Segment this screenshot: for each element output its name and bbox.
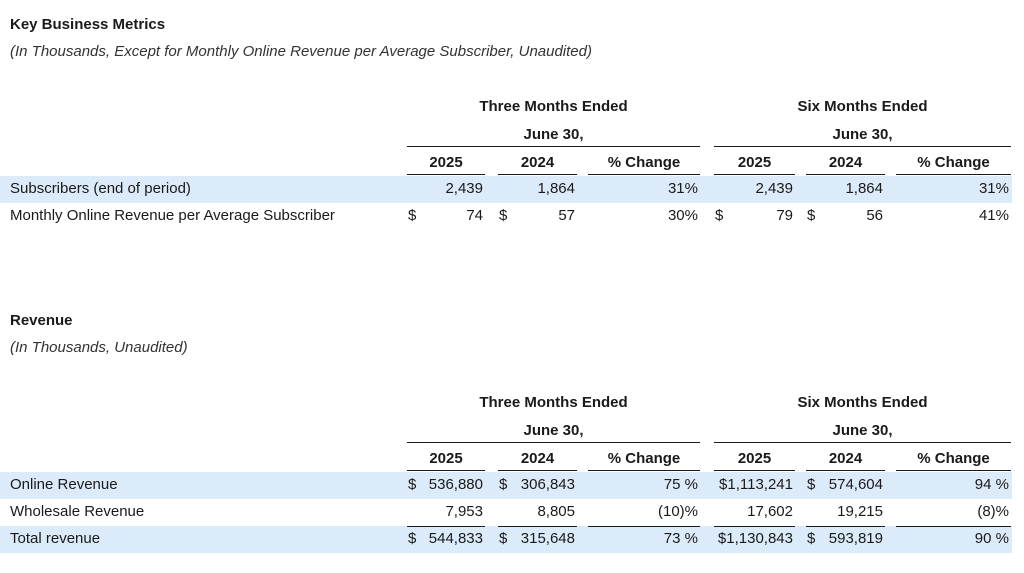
cell-value: 17,602 — [747, 503, 793, 520]
group-rule — [407, 146, 700, 147]
column-header: 2025 — [737, 154, 772, 171]
column-header: 2024 — [520, 450, 555, 467]
cell-value: 90 % — [974, 530, 1009, 547]
column-header-rule — [714, 174, 795, 175]
cell-value: 306,843 — [520, 476, 575, 493]
subtotal-rule — [806, 526, 885, 527]
column-header-rule — [407, 470, 485, 471]
column-header: 2024 — [520, 154, 555, 171]
cell-value: $1,113,241 — [719, 476, 793, 493]
row-label: Online Revenue — [10, 476, 118, 493]
row-label: Total revenue — [10, 530, 101, 547]
column-header-rule — [588, 174, 700, 175]
cell-value: 75 % — [663, 476, 698, 493]
row-label: Wholesale Revenue — [10, 503, 145, 520]
cell-value: 56 — [866, 207, 883, 224]
row-label: Subscribers (end of period) — [10, 180, 191, 197]
group-rule — [714, 442, 1011, 443]
cell-value: 536,880 — [428, 476, 483, 493]
cell-value: 1,864 — [537, 180, 575, 197]
cell-value: 41% — [978, 207, 1009, 224]
column-header-rule — [806, 470, 885, 471]
cell-value: 31% — [667, 180, 698, 197]
column-header-rule — [896, 470, 1011, 471]
group-header-six-months: Six Months Ended — [797, 394, 928, 411]
currency-symbol: $ — [408, 207, 417, 224]
currency-symbol: $ — [807, 476, 816, 493]
subtotal-rule — [714, 526, 795, 527]
group-header-six-months: Six Months Ended — [797, 98, 928, 115]
column-header-rule — [407, 174, 485, 175]
cell-value: 7,953 — [445, 503, 483, 520]
cell-value: 593,819 — [828, 530, 883, 547]
column-header-rule — [588, 470, 700, 471]
date-label-three-months: June 30, — [523, 422, 584, 439]
row-highlight — [0, 176, 1012, 203]
subtotal-rule — [407, 526, 485, 527]
cell-value: 544,833 — [428, 530, 483, 547]
column-header: % Change — [607, 450, 681, 467]
group-rule — [407, 442, 700, 443]
cell-value: 2,439 — [445, 180, 483, 197]
currency-symbol: $ — [499, 530, 508, 547]
revenue-subtitle: (In Thousands, Unaudited) — [10, 339, 188, 356]
cell-value: 2,439 — [755, 180, 793, 197]
cell-value: 74 — [466, 207, 483, 224]
row-label: Monthly Online Revenue per Average Subsc… — [10, 207, 335, 224]
cell-value: 574,604 — [828, 476, 883, 493]
date-label-three-months: June 30, — [523, 126, 584, 143]
cell-value: 8,805 — [537, 503, 575, 520]
cell-value: 30% — [667, 207, 698, 224]
currency-symbol: $ — [715, 207, 724, 224]
subtotal-rule — [588, 526, 700, 527]
column-header: 2024 — [828, 450, 863, 467]
currency-symbol: $ — [408, 530, 417, 547]
column-header: % Change — [917, 154, 990, 171]
cell-value: 1,864 — [845, 180, 883, 197]
cell-value: 73 % — [663, 530, 698, 547]
column-header-rule — [806, 174, 885, 175]
date-label-six-months: June 30, — [832, 126, 893, 143]
row-highlight — [0, 526, 1012, 553]
column-header: % Change — [607, 154, 681, 171]
currency-symbol: $ — [807, 530, 816, 547]
currency-symbol: $ — [807, 207, 816, 224]
row-highlight — [0, 472, 1012, 499]
column-header-rule — [498, 470, 577, 471]
currency-symbol: $ — [408, 476, 417, 493]
column-header-rule — [498, 174, 577, 175]
group-header-three-months: Three Months Ended — [479, 394, 628, 411]
column-header: 2024 — [828, 154, 863, 171]
cell-value: 31% — [978, 180, 1009, 197]
column-header: 2025 — [737, 450, 772, 467]
date-label-six-months: June 30, — [832, 422, 893, 439]
cell-value: 19,215 — [837, 503, 883, 520]
column-header: 2025 — [429, 450, 463, 467]
column-header-rule — [896, 174, 1011, 175]
cell-value: (10)% — [657, 503, 698, 520]
cell-value: 79 — [776, 207, 793, 224]
currency-symbol: $ — [499, 207, 508, 224]
cell-value: 57 — [558, 207, 575, 224]
revenue-title: Revenue — [10, 312, 73, 329]
subtotal-rule — [498, 526, 577, 527]
column-header: % Change — [917, 450, 990, 467]
metrics-subtitle: (In Thousands, Except for Monthly Online… — [10, 43, 592, 60]
cell-value: (8)% — [977, 503, 1009, 520]
subtotal-rule — [896, 526, 1011, 527]
metrics-title: Key Business Metrics — [10, 16, 166, 33]
column-header-rule — [714, 470, 795, 471]
group-rule — [714, 146, 1011, 147]
group-header-three-months: Three Months Ended — [479, 98, 628, 115]
cell-value: 94 % — [974, 476, 1009, 493]
column-header: 2025 — [429, 154, 463, 171]
cell-value: 315,648 — [520, 530, 575, 547]
cell-value: $1,130,843 — [717, 530, 793, 547]
currency-symbol: $ — [499, 476, 508, 493]
